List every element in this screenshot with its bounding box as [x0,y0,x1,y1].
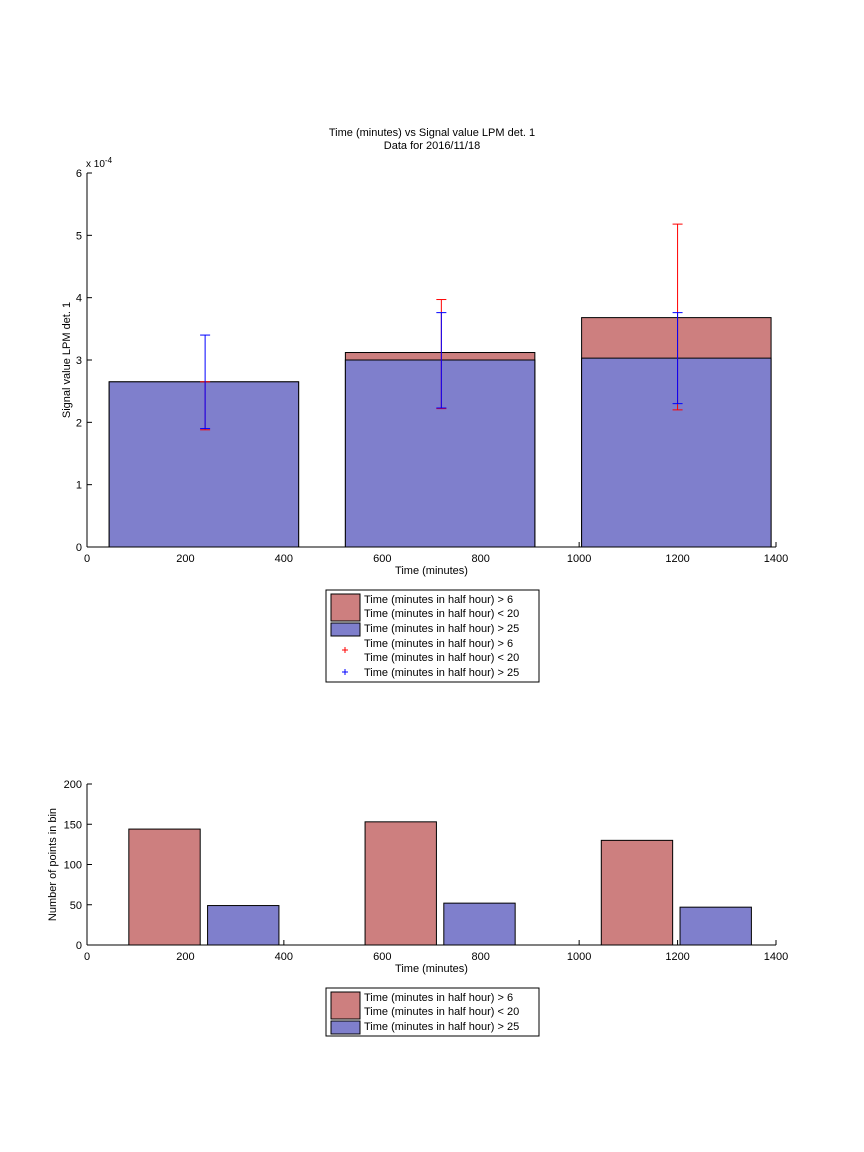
legend-swatch [330,593,361,622]
legend-label: Time (minutes in half hour) > 25 [364,667,519,679]
bar [108,381,300,548]
legend-swatch [330,1020,361,1035]
y-tick-label: 0 [76,542,82,554]
y-exponent-label: x 10-4 [86,156,113,170]
signal-chart: Time (minutes) vs Signal value LPM det. … [61,127,788,683]
legend-label: Time (minutes in half hour) > 25 [364,623,519,635]
x-tick-label: 400 [275,951,293,963]
bar [679,906,752,946]
legend-label: Time (minutes in half hour) < 20 [364,608,519,620]
legend-label: Time (minutes in half hour) > 6 [364,992,513,1004]
y-tick-label: 1 [76,480,82,492]
x-tick-label: 1000 [567,553,591,565]
y-tick-label: 6 [76,168,82,180]
bar [364,821,437,946]
y-tick-label: 2 [76,417,82,429]
x-tick-label: 800 [472,553,490,565]
legend-label: Time (minutes in half hour) < 20 [364,1006,519,1018]
x-tick-label: 600 [373,951,391,963]
legend-label: Time (minutes in half hour) > 25 [364,1021,519,1033]
x-tick-label: 200 [176,553,194,565]
x-tick-label: 1200 [665,951,689,963]
x-axis-label: Time (minutes) [395,963,468,975]
legend-box [325,589,540,683]
x-tick-label: 1400 [764,553,788,565]
x-tick-label: 1400 [764,951,788,963]
y-tick-label: 4 [76,293,82,305]
x-tick-label: 0 [84,553,90,565]
bar [344,359,536,548]
legend-label: Time (minutes in half hour) < 20 [364,652,519,664]
x-tick-label: 600 [373,553,391,565]
x-tick-label: 0 [84,951,90,963]
bar [443,902,516,946]
bar [600,839,674,946]
bar [581,357,772,548]
x-tick-label: 800 [472,951,490,963]
y-tick-label: 0 [76,940,82,952]
bar [128,828,201,946]
y-exponent-power: -4 [105,156,113,165]
chart-subtitle: Data for 2016/11/18 [384,140,480,152]
count-chart: 0 200 400 600 800 1000 1200 1400 0 50 100 150 200 Tim… [47,779,788,1037]
legend-label: Time (minutes in half hour) > 6 [364,594,513,606]
y-tick-label: 50 [70,900,82,912]
bar [207,905,280,946]
y-tick-label: 100 [64,860,82,872]
x-tick-label: 1200 [665,553,689,565]
y-axis-label: Signal value LPM det. 1 [61,302,73,418]
y-tick-label: 3 [76,355,82,367]
x-tick-label: 400 [275,553,293,565]
legend-swatch [330,622,361,637]
y-axis-label: Number of points in bin [47,808,59,921]
legend-label: Time (minutes in half hour) > 6 [364,638,513,650]
y-exponent-base: x 10 [86,159,105,170]
x-tick-label: 200 [176,951,194,963]
legend-box [325,987,540,1037]
x-axis-label: Time (minutes) [395,565,468,577]
y-tick-label: 150 [64,819,82,831]
y-tick-label: 200 [64,779,82,791]
chart-title: Time (minutes) vs Signal value LPM det. … [329,127,535,139]
x-tick-label: 1000 [567,951,591,963]
y-tick-label: 5 [76,230,82,242]
legend-swatch [330,991,361,1020]
